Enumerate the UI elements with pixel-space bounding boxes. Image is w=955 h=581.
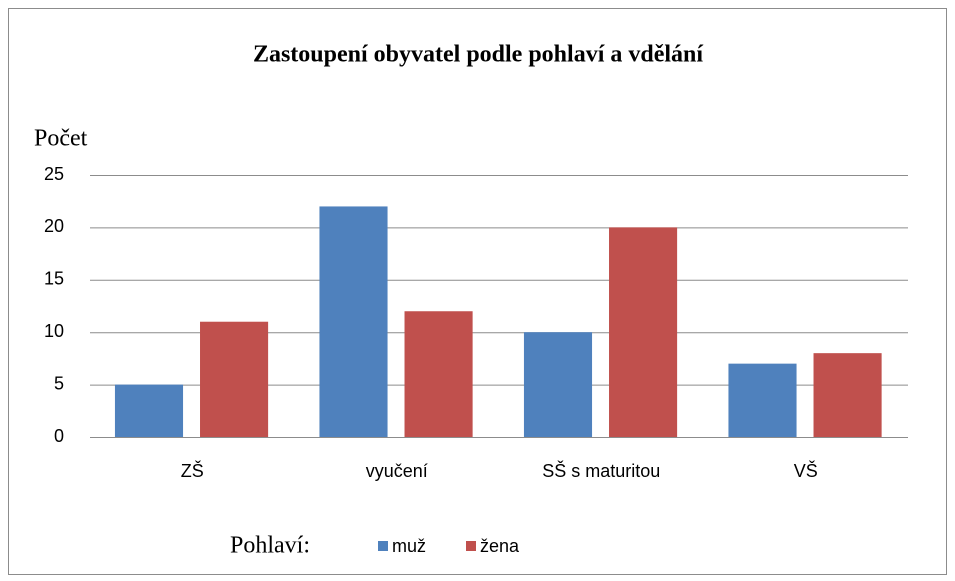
y-tick-label: 20 bbox=[44, 216, 64, 236]
bar bbox=[114, 384, 184, 437]
y-tick-label: 10 bbox=[44, 321, 64, 341]
y-tick-label: 0 bbox=[54, 426, 64, 446]
y-tick-label: 15 bbox=[44, 269, 64, 289]
x-tick-label: VŠ bbox=[794, 460, 818, 481]
bar bbox=[319, 206, 388, 437]
bar bbox=[609, 227, 678, 437]
legend-label: muž bbox=[392, 536, 426, 556]
legend-swatch bbox=[378, 541, 388, 551]
bar bbox=[813, 353, 882, 437]
legend-label: žena bbox=[480, 536, 520, 556]
chart-border bbox=[8, 8, 947, 575]
y-axis-label: Počet bbox=[34, 126, 88, 152]
x-tick-label: ZŠ bbox=[181, 460, 204, 481]
bar bbox=[523, 332, 593, 437]
y-tick-label: 5 bbox=[54, 373, 64, 393]
bar bbox=[200, 321, 269, 437]
bar bbox=[404, 311, 473, 437]
legend-title: Pohlaví: bbox=[230, 533, 310, 559]
y-tick-label: 25 bbox=[44, 164, 64, 184]
chart-title: Zastoupení obyvatel podle pohlaví a vděl… bbox=[253, 42, 703, 68]
legend-swatch bbox=[466, 541, 476, 551]
x-tick-label: SŠ s maturitou bbox=[542, 460, 660, 481]
x-tick-label: vyučení bbox=[366, 461, 428, 481]
bar bbox=[728, 363, 797, 437]
